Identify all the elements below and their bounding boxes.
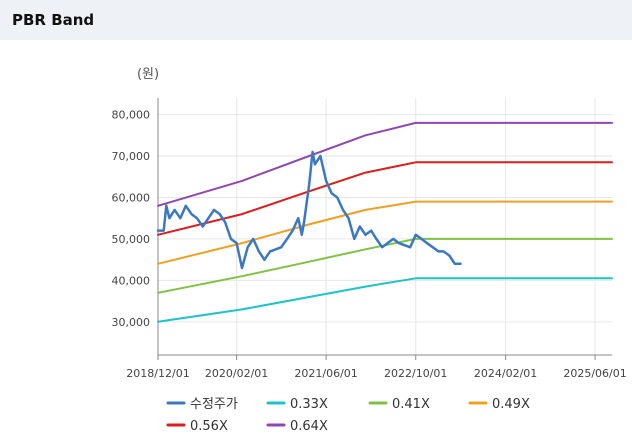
legend-label: 0.41X	[392, 397, 430, 412]
series-line-price	[156, 150, 462, 270]
y-tick-label: 30,000	[112, 316, 151, 329]
section-title: PBR Band	[12, 11, 95, 29]
series-line-049X	[157, 200, 613, 265]
x-tick-label: 2021/06/01	[294, 367, 357, 380]
legend-label: 0.64X	[290, 419, 328, 434]
x-tick-label: 2018/12/01	[126, 367, 189, 380]
section-header: PBR Band	[0, 0, 632, 40]
series-line-041X	[157, 237, 613, 294]
legend-label: 수정주가	[190, 397, 238, 412]
y-tick-label: 50,000	[112, 233, 151, 246]
legend-label: 0.33X	[290, 397, 328, 412]
y-tick-label: 70,000	[112, 150, 151, 163]
y-tick-label: 40,000	[112, 274, 151, 287]
x-tick-label: 2025/06/01	[563, 367, 626, 380]
y-tick-label: 60,000	[112, 191, 151, 204]
x-tick-label: 2022/10/01	[384, 367, 447, 380]
series-line-033X	[157, 277, 613, 323]
series-line-064X	[157, 121, 613, 207]
legend-label: 0.56X	[190, 419, 228, 434]
y-unit-label: (원)	[137, 67, 159, 82]
series-line-056X	[157, 161, 613, 236]
y-tick-label: 80,000	[112, 109, 151, 122]
x-tick-label: 2024/02/01	[474, 367, 537, 380]
x-tick-label: 2020/02/01	[205, 367, 268, 380]
chart-svg: (원) 80,000 70,000 60,000 50,000 40,000 30,000 2…	[112, 67, 627, 434]
legend-label: 0.49X	[492, 397, 530, 412]
pbr-band-chart: (원) 80,000 70,000 60,000 50,000 40,000 30,000 2…	[0, 40, 632, 443]
